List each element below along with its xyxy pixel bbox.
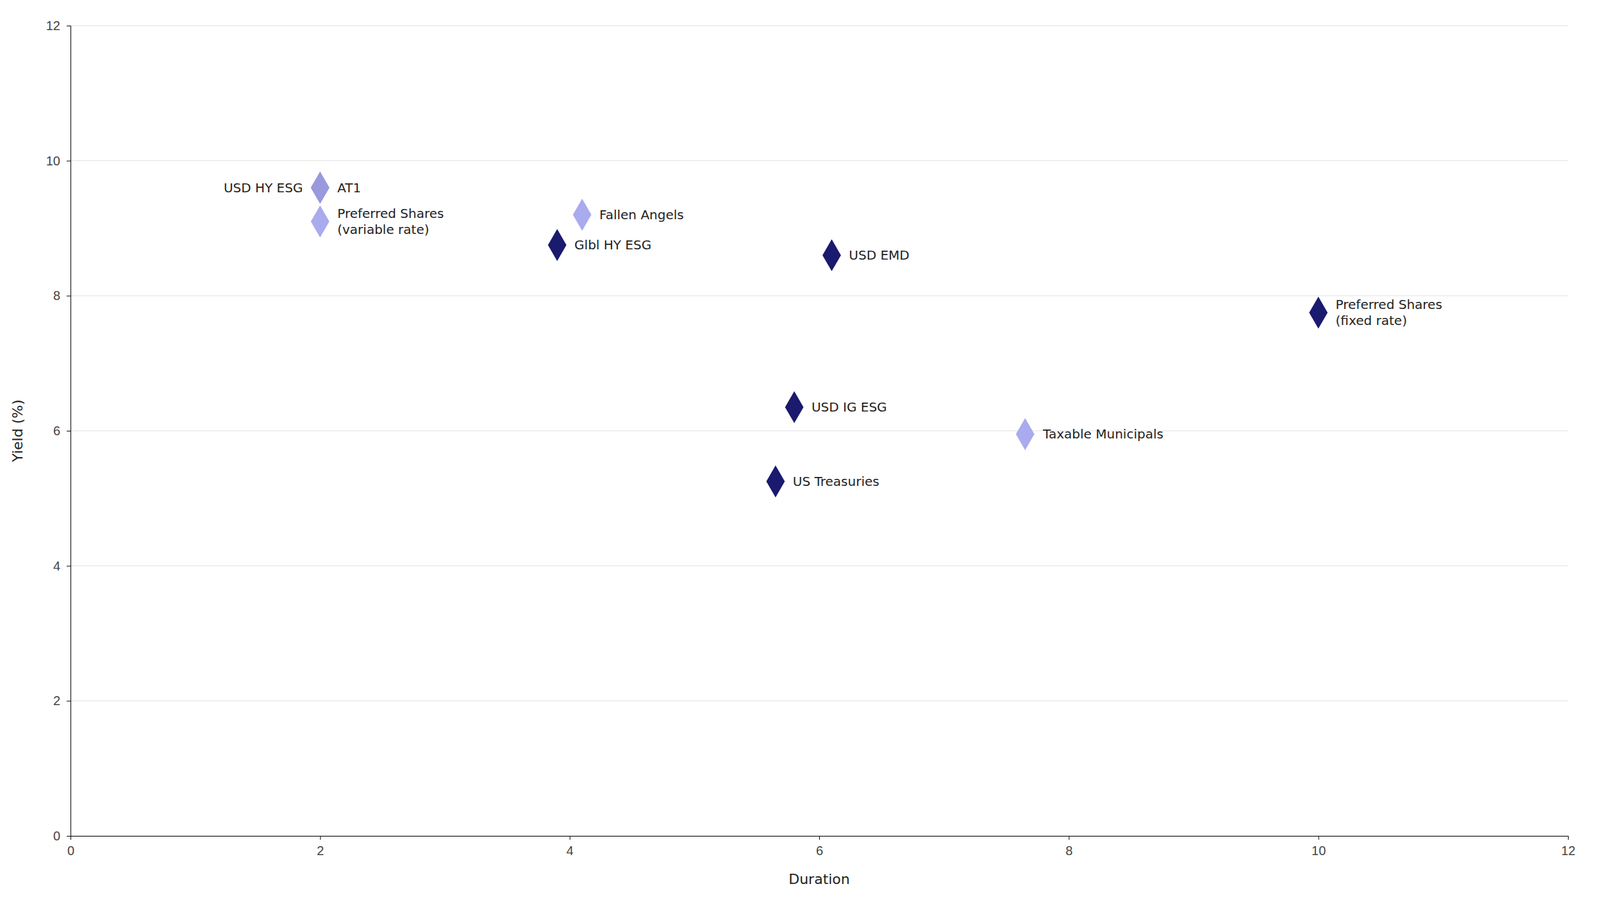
x-axis-title: Duration: [788, 871, 850, 888]
tick-mark: [66, 295, 71, 297]
tick-mark: [1567, 835, 1569, 840]
tick-mark: [819, 835, 820, 840]
point-labels: AT1 USD HY ESG Preferred Shares(variable r…: [223, 180, 1443, 490]
y-axis: 0 2 4 6 8 10 12: [46, 18, 72, 843]
tick-label: 4: [53, 558, 61, 574]
tick-mark: [66, 700, 71, 702]
tick-mark: [66, 430, 71, 432]
tick-mark: [66, 25, 71, 27]
tick-label: 2: [316, 843, 324, 858]
tick: 0: [53, 828, 71, 843]
tick-mark: [569, 835, 571, 840]
point-label: Taxable Municipals: [1042, 426, 1164, 442]
tick-mark: [319, 835, 321, 840]
axis-line: [66, 26, 72, 837]
tick-mark: [1318, 835, 1320, 840]
tick-label: 6: [53, 423, 61, 438]
tick-label: 0: [67, 843, 75, 858]
y-axis-title: Yield (%): [9, 399, 26, 463]
point: [1016, 417, 1035, 450]
tick: 12: [46, 18, 71, 33]
x-axis: 0 2 4 6 8 10 12: [67, 835, 1576, 858]
grid-line: [70, 295, 1568, 297]
point-label: US Treasuries: [792, 473, 880, 490]
plot-area: 0 2 4 6 8 10 12 0 2 4 6 8 10 12 AT1 USD HY ESG Preferred…: [46, 18, 1576, 858]
point-label: Preferred Shares(fixed rate): [1335, 296, 1443, 329]
tick: 4: [53, 558, 71, 574]
tick: 6: [816, 835, 824, 858]
point: [310, 205, 330, 238]
point-label: AT1: [337, 180, 361, 196]
tick: 4: [566, 835, 574, 858]
tick: 12: [1560, 835, 1575, 858]
tick-label: 12: [1560, 843, 1575, 858]
tick: 0: [67, 835, 75, 858]
point: [766, 465, 785, 498]
grid-line: [70, 430, 1568, 432]
point: [785, 391, 804, 424]
tick-label: 8: [53, 288, 61, 303]
tick: 8: [1065, 835, 1073, 858]
tick: 2: [316, 835, 324, 858]
tick: 2: [53, 693, 71, 708]
point: [573, 198, 592, 231]
tick-mark: [1068, 835, 1070, 840]
point-label: Glbl HY ESG: [574, 237, 652, 253]
tick-mark: [66, 160, 71, 162]
tick-label: 8: [1065, 843, 1073, 858]
grid-line: [70, 565, 1568, 567]
point-label: Fallen Angels: [599, 207, 684, 223]
tick: 10: [1311, 835, 1326, 858]
point: [1308, 296, 1328, 329]
point: [310, 171, 330, 204]
point-label: USD EMD: [848, 247, 909, 263]
tick-label: 12: [46, 18, 61, 33]
point-label: Preferred Shares(variable rate): [337, 205, 444, 238]
grid-line: [70, 700, 1568, 702]
axis-line: [71, 836, 1569, 841]
point: [548, 228, 567, 261]
points: [310, 171, 1328, 498]
chart: 0 2 4 6 8 10 12 0 2 4 6 8 10 12 AT1 USD HY ESG Preferred…: [0, 0, 1600, 900]
tick-label: 4: [566, 843, 574, 858]
tick-mark: [66, 835, 71, 837]
point-label: USD IG ESG: [811, 399, 888, 415]
tick-mark: [66, 566, 71, 567]
tick-label: 10: [1311, 843, 1326, 858]
grid-line: [70, 25, 1568, 27]
tick-label: 6: [816, 843, 824, 858]
grid: [70, 25, 1568, 836]
tick-label: 0: [53, 828, 61, 843]
tick: 8: [53, 288, 71, 303]
point-label: USD HY ESG: [223, 180, 304, 196]
tick-label: 2: [53, 693, 61, 708]
grid-line: [70, 160, 1568, 161]
tick: 10: [46, 153, 71, 168]
tick: 6: [53, 423, 71, 438]
tick-label: 10: [46, 153, 61, 168]
point: [310, 171, 330, 204]
point: [822, 239, 842, 272]
